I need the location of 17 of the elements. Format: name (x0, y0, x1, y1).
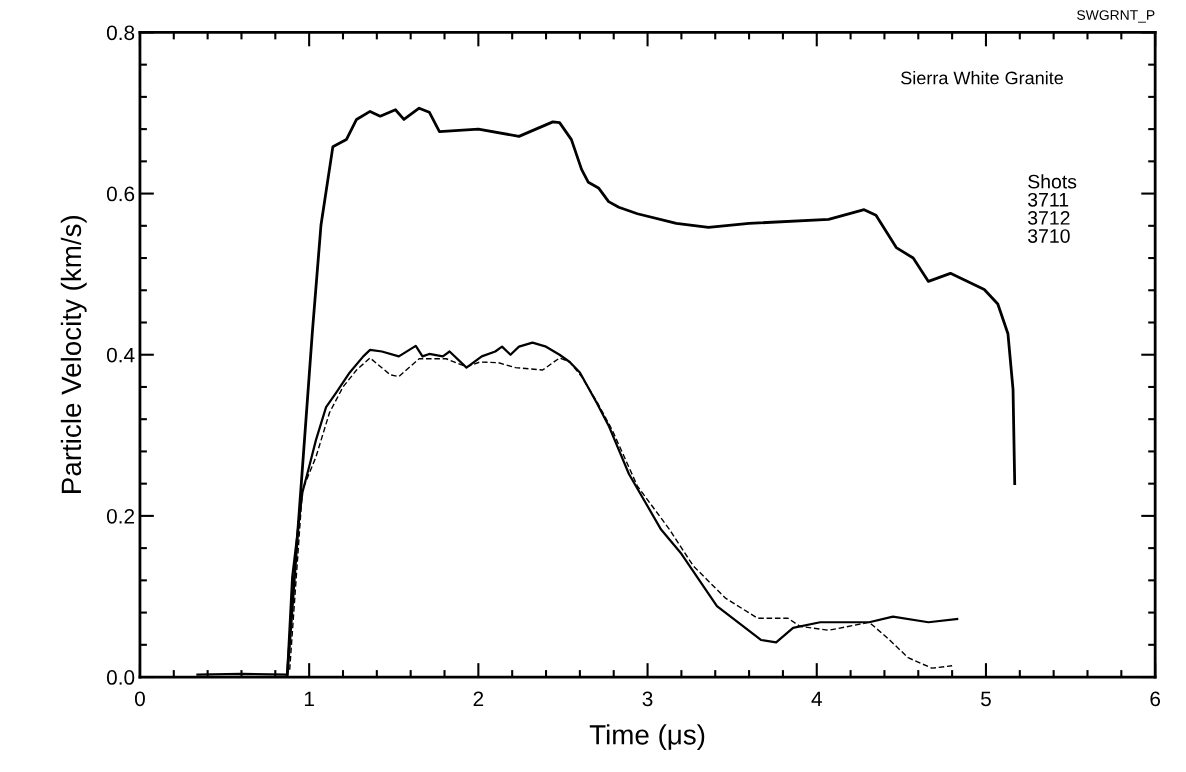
annotation: Shots 3711 3712 3710 (1027, 174, 1077, 243)
x-tick-label: 0 (134, 691, 145, 707)
text: SWGRNT_P (1077, 10, 1155, 23)
y-tick-label: 0.6 (106, 186, 135, 202)
x-tick-label: 2 (473, 691, 484, 707)
x-tick-label: 1 (304, 691, 314, 707)
x-tick-label: 3 (642, 691, 653, 707)
annotation: Sierra White Granite (901, 71, 1063, 85)
y-tick-label: 0.2 (106, 508, 135, 524)
y-axis-title: Particle Velocity (km/s) (60, 215, 87, 493)
x-tick-label: 6 (1150, 691, 1161, 707)
y-tick-label: 0.8 (106, 25, 135, 41)
x-tick-label: 5 (981, 691, 991, 707)
y-tick-label: 0.0 (106, 670, 135, 685)
x-axis-title: Time (μs) (589, 724, 705, 751)
y-tick-label: 0.4 (106, 347, 135, 363)
x-tick-label: 4 (811, 691, 822, 707)
